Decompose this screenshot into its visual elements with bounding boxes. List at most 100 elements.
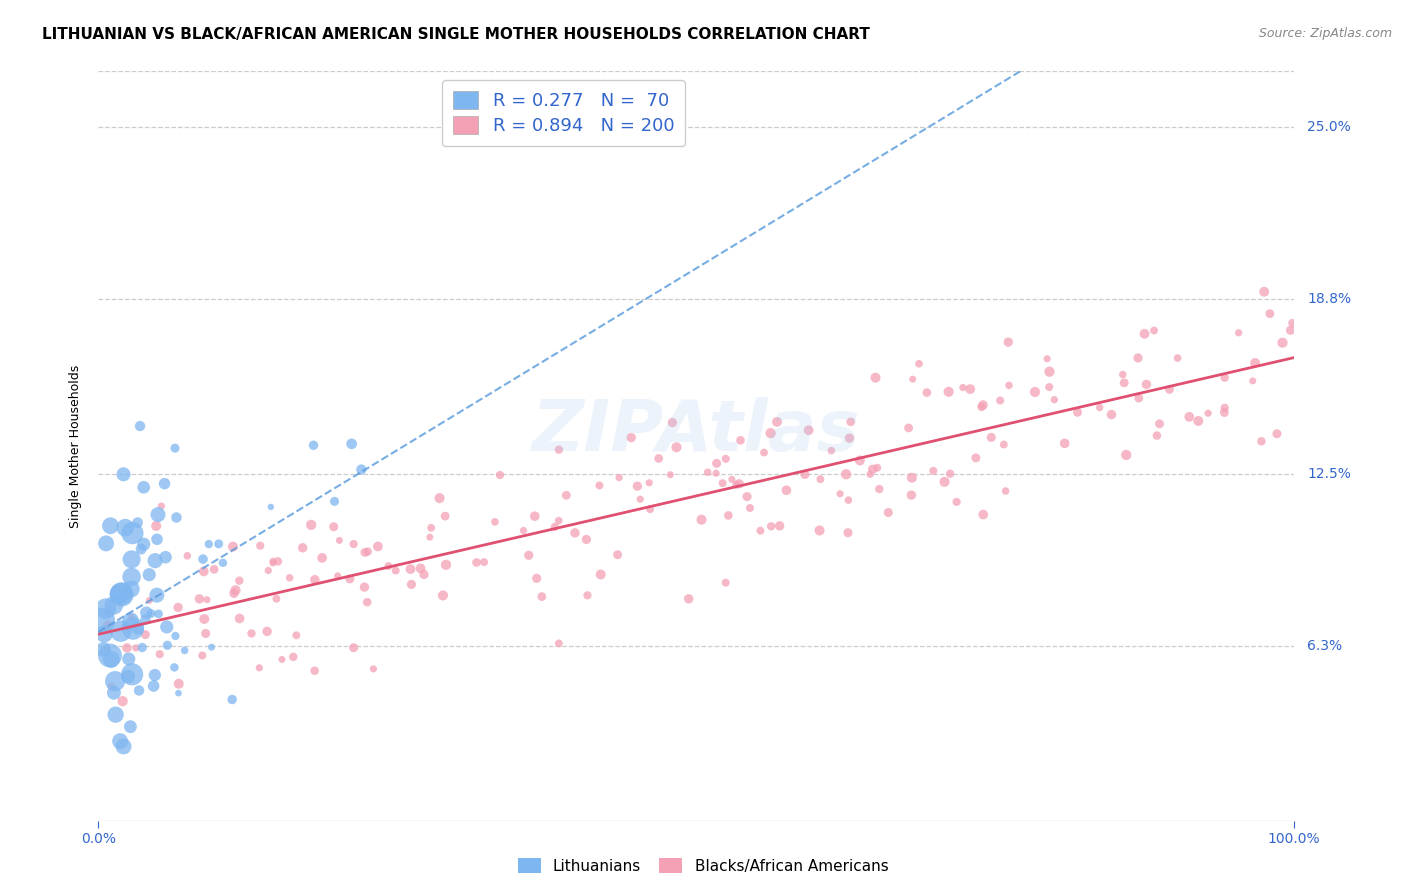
Point (922, 464, 945, 478)
Point (717, 508, 740, 523)
Point (225, 583, 247, 598)
Point (111, 588, 134, 602)
Point (323, 494, 346, 508)
Point (1066, 405, 1088, 419)
Point (901, 471, 924, 485)
Point (728, 476, 751, 491)
Point (998, 378, 1021, 392)
Point (367, 540, 389, 554)
Point (988, 393, 1011, 408)
Point (377, 559, 399, 574)
Point (820, 443, 842, 458)
Point (735, 490, 758, 504)
Text: ZIPAtlas: ZIPAtlas (531, 397, 860, 466)
Point (766, 415, 789, 429)
Point (1101, 408, 1123, 422)
Point (121, 610, 143, 624)
Point (1244, 356, 1267, 370)
Point (328, 533, 350, 548)
Point (877, 506, 900, 520)
Point (859, 467, 882, 482)
Point (1265, 426, 1288, 441)
Point (714, 575, 737, 590)
Point (1213, 405, 1236, 419)
Point (661, 416, 683, 430)
Point (176, 549, 198, 563)
Point (908, 357, 931, 371)
Point (1149, 417, 1171, 431)
Point (120, 720, 142, 734)
Point (730, 434, 752, 448)
Point (759, 519, 782, 533)
Point (97, 606, 120, 620)
Point (401, 577, 423, 591)
Point (704, 467, 727, 481)
Point (945, 495, 967, 509)
Point (100, 518, 122, 533)
Point (1279, 323, 1302, 337)
Point (260, 500, 283, 514)
Point (304, 664, 326, 678)
Point (620, 431, 643, 445)
Point (138, 567, 160, 582)
Point (835, 467, 858, 482)
Point (1159, 382, 1181, 396)
Point (938, 384, 960, 399)
Point (399, 562, 422, 576)
Point (267, 554, 290, 568)
Point (93, 627, 115, 641)
Point (302, 438, 325, 452)
Point (165, 510, 187, 524)
Point (768, 519, 790, 533)
Point (638, 475, 661, 490)
Point (749, 524, 772, 538)
Point (129, 419, 152, 434)
Point (690, 513, 713, 527)
Point (1250, 434, 1272, 449)
Point (125, 640, 148, 655)
Point (103, 686, 125, 700)
Point (517, 549, 540, 563)
Point (434, 558, 457, 572)
Point (240, 626, 263, 640)
Point (934, 475, 956, 489)
Point (544, 520, 567, 534)
Point (121, 667, 143, 681)
Point (1213, 401, 1236, 415)
Point (350, 462, 373, 476)
Point (304, 573, 326, 587)
Point (121, 526, 143, 541)
Point (547, 514, 569, 528)
Point (972, 508, 994, 522)
Point (165, 629, 187, 643)
Point (188, 591, 211, 606)
Point (156, 638, 179, 652)
Point (262, 554, 284, 568)
Point (1253, 285, 1275, 299)
Point (94, 601, 117, 615)
Point (163, 660, 186, 674)
Point (775, 483, 797, 498)
Point (354, 545, 377, 559)
Point (146, 588, 169, 602)
Point (915, 385, 938, 400)
Point (193, 612, 215, 626)
Point (865, 370, 887, 384)
Point (465, 556, 488, 570)
Point (1258, 307, 1281, 321)
Text: 18.8%: 18.8% (1308, 292, 1351, 306)
Point (868, 482, 890, 496)
Point (167, 686, 190, 700)
Point (659, 467, 682, 482)
Point (607, 470, 630, 484)
Point (114, 521, 136, 535)
Point (434, 509, 457, 524)
Point (129, 542, 152, 557)
Point (249, 539, 271, 553)
Point (278, 571, 301, 585)
Point (1112, 368, 1135, 382)
Point (993, 437, 1015, 451)
Point (696, 466, 718, 480)
Point (1271, 335, 1294, 350)
Point (711, 476, 734, 491)
